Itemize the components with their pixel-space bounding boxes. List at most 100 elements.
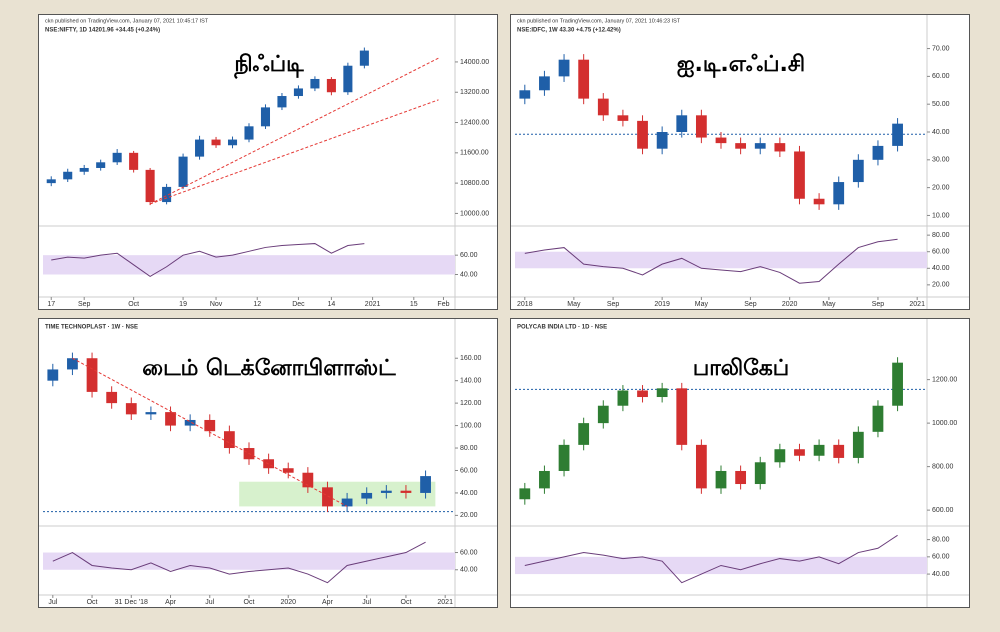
x-tick-label: 2021 [909,301,925,308]
candle-body [597,405,609,424]
candle-body [195,139,205,157]
candle-body [380,490,392,493]
rsi-y-tick-label: 60.00 [932,554,950,561]
candle-body [46,179,56,184]
y-tick-label: 60.00 [460,467,478,474]
candle-body [79,167,89,172]
rsi-band [515,251,927,269]
y-tick-label: 600.00 [932,507,954,514]
candle-body [326,78,336,93]
candle-body [715,137,727,144]
y-tick-label: 14000.00 [460,59,489,66]
trendline [72,357,348,507]
rsi-y-tick-label: 80.00 [932,536,950,543]
candle-body [558,59,570,77]
published-note: ckn published on TradingView.com, Januar… [45,18,209,24]
rsi-y-tick-label: 60.00 [932,249,950,256]
trendline [149,99,439,205]
candle-body [322,487,333,507]
candle-body [63,171,73,180]
x-tick-label: 19 [179,301,187,308]
candle-body [145,412,157,415]
x-tick-label: Nov [210,301,223,308]
candle-body [676,388,688,445]
x-tick-label: Dec [292,301,305,308]
range-zone [239,481,436,507]
candle-body [227,139,238,146]
x-tick-label: 17 [47,301,55,308]
rsi-band [43,255,455,275]
candle-body [96,162,106,168]
candle-body [794,151,805,199]
candle-body [597,98,609,116]
candle-body [892,362,903,406]
y-tick-label: 80.00 [460,445,478,452]
x-tick-label: May [695,301,709,308]
candle-body [656,388,668,398]
x-tick-label: 15 [410,301,418,308]
candle-body [359,50,369,66]
candle-body [129,152,139,170]
candle-body [211,139,221,146]
y-tick-label: 10000.00 [460,210,489,217]
candle-body [617,390,629,406]
y-tick-label: 40.00 [932,129,950,136]
rsi-y-tick-label: 40.00 [460,567,478,574]
x-tick-label: 12 [253,301,261,308]
candle-body [112,152,122,163]
x-tick-label: 2020 [782,301,798,308]
candle-body [204,419,216,432]
rsi-line [524,238,898,284]
rsi-y-tick-label: 40.00 [932,265,950,272]
rsi-y-tick-label: 40.00 [932,571,950,578]
symbol-header: NSE:IDFC, 1W 43.30 +4.75 (+12.42%) [517,28,621,34]
y-tick-label: 60.00 [932,73,950,80]
y-tick-label: 140.00 [460,378,482,385]
candle-body [361,492,373,499]
x-tick-label: 14 [328,301,336,308]
x-tick-label: Oct [128,301,139,308]
rsi-line [51,243,365,278]
x-tick-label: Apr [165,599,177,606]
symbol-header: POLYCAB INDIA LTD · 1D · NSE [517,325,607,331]
x-tick-label: Jul [362,599,371,606]
rsi-band [43,552,455,570]
candle-body [578,423,590,445]
candle-body [539,470,550,489]
candle-body [162,186,172,203]
candle-body [343,65,353,93]
chart-title: ஐ.டி.எஃப்.சி [677,52,805,78]
candle-body [277,96,287,108]
x-tick-label: 2021 [437,599,453,606]
candle-body [794,449,805,456]
x-tick-label: Oct [244,599,255,606]
candle-body [578,59,590,99]
candle-body [341,498,353,507]
y-tick-label: 100.00 [460,422,482,429]
candle-body [310,78,320,89]
rsi-y-tick-label: 80.00 [932,232,950,239]
x-tick-label: Oct [87,599,98,606]
panel: TIME TECHNOPLAST · 1W · NSE 20.00 40.00 60.… [38,318,498,608]
candle-body [833,182,845,205]
candle-body [637,120,648,149]
candle-body [47,369,59,381]
y-tick-label: 10800.00 [460,180,489,187]
rsi-y-tick-label: 60.00 [460,549,478,556]
candle-body [67,358,78,370]
x-tick-label: 2021 [365,301,381,308]
x-tick-label: Apr [322,599,334,606]
panel: ckn published on TradingView.com, Januar… [38,14,498,310]
candle-body [282,468,294,473]
candle-body [735,143,747,149]
y-tick-label: 13200.00 [460,89,489,96]
candle-body [676,115,688,132]
candle-body [637,390,648,398]
candle-body [519,90,531,99]
candle-body [695,444,707,489]
candle-body [558,444,570,471]
chart: TIME TECHNOPLAST · 1W · NSE 20.00 40.00 60.… [39,319,497,607]
x-tick-label: Sep [607,301,620,308]
candle-body [86,358,98,392]
